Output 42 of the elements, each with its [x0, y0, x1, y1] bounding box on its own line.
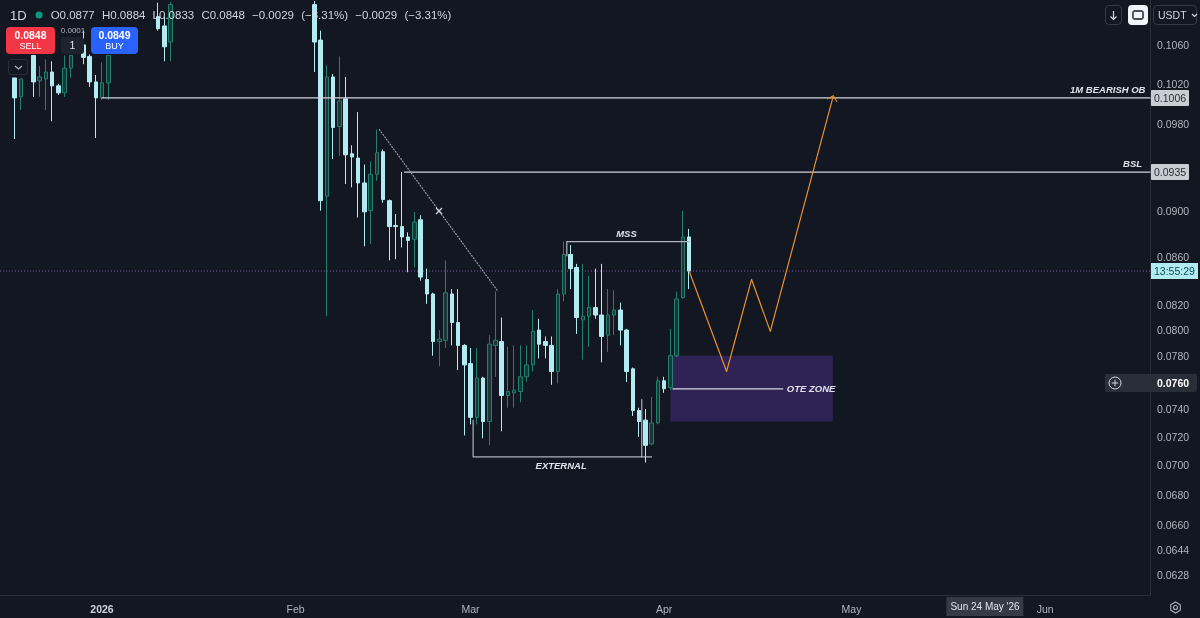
- y-tick-label: 0.1060: [1157, 38, 1190, 51]
- annotation: 1M BEARISH OB: [1070, 83, 1146, 95]
- x-tick-label: 2026: [90, 602, 114, 615]
- x-tick-label: May: [841, 602, 863, 615]
- sell-button: 0.0848 SELL: [6, 27, 55, 54]
- x-tick-label: Jun: [1036, 602, 1054, 615]
- y-tick-label: 0.0700: [1157, 459, 1190, 472]
- annotation: OTE ZONE: [786, 383, 836, 395]
- y-tick-label: 0.0660: [1157, 519, 1190, 532]
- y-tick-label: 0.0980: [1157, 118, 1190, 131]
- text: 13:55:29: [1151, 263, 1198, 280]
- text: Sun 24 May '26: [946, 597, 1024, 616]
- y-tick-label: 0.0900: [1157, 204, 1190, 217]
- quantity-field: 1: [61, 37, 84, 54]
- price-cursor-tag: 0.0760: [1105, 374, 1197, 392]
- annotation: 0.0849: [97, 29, 132, 41]
- y-tick-label: 0.1020: [1157, 77, 1190, 90]
- annotation: 0.1006: [1151, 89, 1190, 106]
- annotation: BSL: [1123, 158, 1143, 170]
- y-tick-label: 0.0644: [1157, 543, 1190, 556]
- y-axis-title: USDT: [1158, 9, 1187, 21]
- annotation: MSS: [616, 227, 637, 239]
- annotation: 0.0001: [59, 26, 87, 36]
- annotation: SELL: [18, 41, 43, 52]
- y-tick-label: 0.0820: [1157, 299, 1190, 312]
- annotation: EXTERNAL: [535, 459, 587, 471]
- y-tick-label: 0.0860: [1157, 250, 1190, 263]
- y-tick-label: 0.0780: [1157, 349, 1190, 362]
- y-tick-label: 0.0628: [1157, 569, 1190, 582]
- x-tick-label: Mar: [461, 602, 481, 615]
- y-tick-label: 0.0680: [1157, 488, 1190, 501]
- text: 1D: [10, 7, 27, 23]
- y-tick-label: 0.0800: [1157, 324, 1190, 337]
- annotation: 0.0935: [1151, 164, 1190, 181]
- annotation: 0.0848: [13, 29, 48, 41]
- y-tick-label: 0.0740: [1157, 403, 1190, 416]
- currency-menu: USDT: [1153, 5, 1197, 25]
- x-tick-label: Apr: [655, 602, 673, 615]
- y-tick-label: 0.0720: [1157, 430, 1190, 443]
- x-tick-label: Feb: [286, 602, 305, 615]
- annotation: BUY: [104, 41, 125, 52]
- buy-button: 0.0849 BUY: [91, 27, 138, 54]
